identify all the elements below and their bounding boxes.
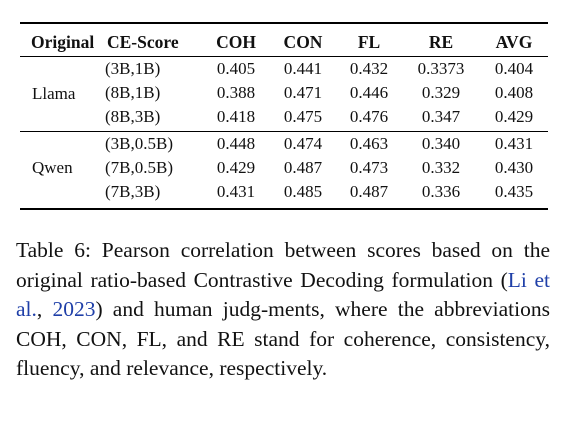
table-header-rule [20,56,548,57]
row-config: (7B,3B) [105,182,161,201]
cell-re: 0.332 [421,158,461,177]
table-bottom-rule [20,208,548,210]
cell-fl: 0.473 [349,158,389,177]
header-re: RE [428,32,454,52]
caption-text-before: Table 6: Pearson correlation between sco… [16,238,550,292]
cell-coh: 0.418 [216,107,256,126]
cell-re: 0.336 [421,182,461,201]
caption-text-after: ) and human judg-ments, where the abbrev… [16,297,550,380]
header-avg: AVG [495,32,533,52]
cell-avg: 0.430 [494,158,534,177]
cell-fl: 0.463 [349,134,389,153]
row-config: (3B,0.5B) [105,134,173,153]
header-fl: FL [357,32,381,52]
cell-con: 0.487 [283,158,323,177]
row-config: (8B,3B) [105,107,161,126]
cell-re: 0.329 [421,83,461,102]
cell-re: 0.347 [421,107,461,126]
cell-coh: 0.448 [216,134,256,153]
row-config: (3B,1B) [105,59,161,78]
table-caption: Table 6: Pearson correlation between sco… [16,236,550,384]
cell-fl: 0.476 [349,107,389,126]
cell-con: 0.471 [283,83,323,102]
header-con: CON [283,32,323,52]
cell-con: 0.485 [283,182,323,201]
cell-coh: 0.405 [216,59,256,78]
cell-re: 0.340 [421,134,461,153]
cell-coh: 0.388 [216,83,256,102]
cell-avg: 0.408 [494,83,534,102]
row-config: (8B,1B) [105,83,161,102]
cell-fl: 0.432 [349,59,389,78]
header-ce-score: CE-Score [107,32,179,52]
cell-con: 0.474 [283,134,323,153]
cell-avg: 0.431 [494,134,534,153]
cell-coh: 0.429 [216,158,256,177]
citation-link-year[interactable]: 2023 [52,297,96,321]
cell-re: 0.3373 [417,59,465,78]
header-coh: COH [216,32,256,52]
citation-separator: , [36,297,53,321]
cell-con: 0.441 [283,59,323,78]
cell-coh: 0.431 [216,182,256,201]
cell-avg: 0.429 [494,107,534,126]
group-label-qwen: Qwen [32,158,73,177]
cell-avg: 0.404 [494,59,534,78]
cell-fl: 0.446 [349,83,389,102]
cell-fl: 0.487 [349,182,389,201]
table-top-rule [20,22,548,24]
row-config: (7B,0.5B) [105,158,173,177]
citation-link-author[interactable]: Li et al. [16,267,550,322]
cell-avg: 0.435 [494,182,534,201]
table-group-rule [20,131,548,132]
cell-con: 0.475 [283,107,323,126]
header-original: Original [31,32,95,52]
group-label-llama: Llama [32,84,76,103]
